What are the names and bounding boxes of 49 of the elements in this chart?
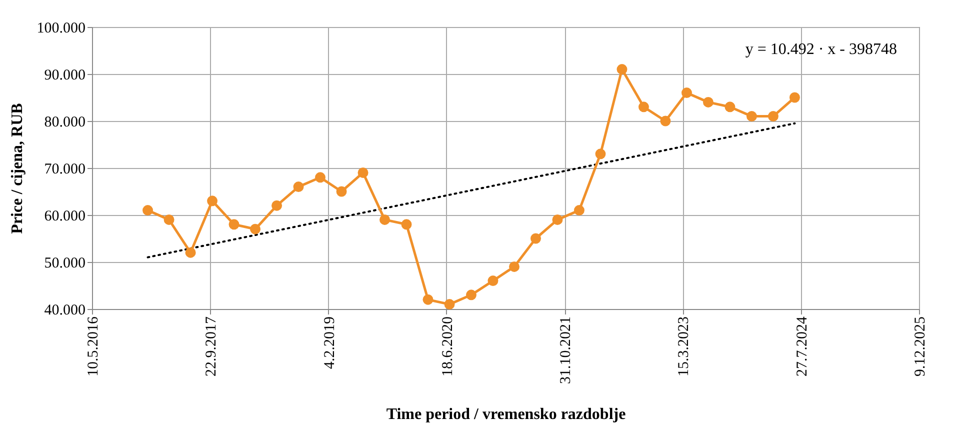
point: [207, 196, 218, 206]
y-tick-label: 70.000: [44, 162, 86, 178]
x-tick-label: 9.12.2025: [912, 316, 928, 376]
point: [552, 214, 563, 225]
point: [164, 214, 174, 225]
point: [401, 219, 412, 230]
point: [444, 299, 455, 310]
point: [530, 233, 541, 244]
y-axis-title: Price / cijena, RUB: [8, 102, 26, 234]
point: [142, 205, 154, 216]
x-tick-label: 4.2.2019: [322, 316, 338, 369]
point: [422, 294, 434, 305]
x-tick-label: 31.10.2021: [558, 316, 574, 384]
point: [228, 219, 240, 230]
x-tick-label: 22.9.2017: [204, 316, 220, 376]
point: [789, 92, 800, 103]
y-tick-label: 40.000: [44, 302, 86, 318]
y-tick-label: 90.000: [44, 68, 86, 84]
point: [768, 111, 778, 122]
point: [358, 167, 368, 178]
y-tick-label: 60.000: [44, 208, 86, 224]
point: [638, 102, 649, 112]
point: [488, 276, 498, 286]
point: [380, 214, 390, 225]
point: [702, 96, 714, 108]
point: [595, 148, 606, 160]
point: [315, 172, 326, 183]
x-tick-label: 15.3.2023: [676, 316, 692, 376]
point: [272, 200, 282, 211]
point: [660, 116, 671, 126]
y-tick-label: 80.000: [44, 114, 86, 130]
annotation: y = 10.492 · x - 398748: [745, 41, 897, 58]
point: [509, 261, 520, 272]
point: [616, 64, 628, 75]
y-tick-label: 50.000: [44, 256, 86, 272]
point: [746, 111, 757, 122]
point: [574, 205, 584, 216]
point: [466, 290, 476, 300]
point: [336, 186, 347, 197]
point: [681, 88, 692, 98]
point: [185, 247, 196, 258]
x-axis-title: Time period / vremensko razdoblje: [386, 406, 626, 423]
point: [293, 182, 304, 192]
x-tick-label: 27.7.2024: [794, 316, 810, 376]
x-tick-label: 18.6.2020: [440, 316, 456, 376]
x-tick-label: 10.5.2016: [86, 316, 102, 376]
y-tick-label: 100.000: [36, 20, 86, 36]
point: [250, 224, 261, 234]
point: [724, 102, 736, 112]
